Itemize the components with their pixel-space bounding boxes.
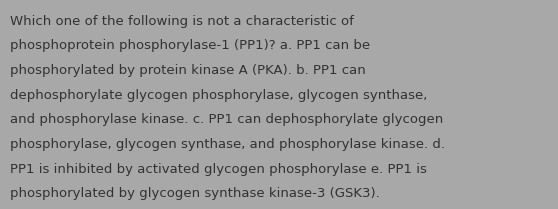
Text: phosphorylated by protein kinase A (PKA). b. PP1 can: phosphorylated by protein kinase A (PKA)… [10,64,366,77]
Text: phosphorylase, glycogen synthase, and phosphorylase kinase. d.: phosphorylase, glycogen synthase, and ph… [10,138,445,151]
Text: phosphorylated by glycogen synthase kinase-3 (GSK3).: phosphorylated by glycogen synthase kina… [10,187,380,200]
Text: and phosphorylase kinase. c. PP1 can dephosphorylate glycogen: and phosphorylase kinase. c. PP1 can dep… [10,113,443,126]
Text: dephosphorylate glycogen phosphorylase, glycogen synthase,: dephosphorylate glycogen phosphorylase, … [10,89,427,102]
Text: phosphoprotein phosphorylase-1 (PP1)? a. PP1 can be: phosphoprotein phosphorylase-1 (PP1)? a.… [10,39,370,52]
Text: Which one of the following is not a characteristic of: Which one of the following is not a char… [10,15,354,28]
Text: PP1 is inhibited by activated glycogen phosphorylase e. PP1 is: PP1 is inhibited by activated glycogen p… [10,163,427,176]
